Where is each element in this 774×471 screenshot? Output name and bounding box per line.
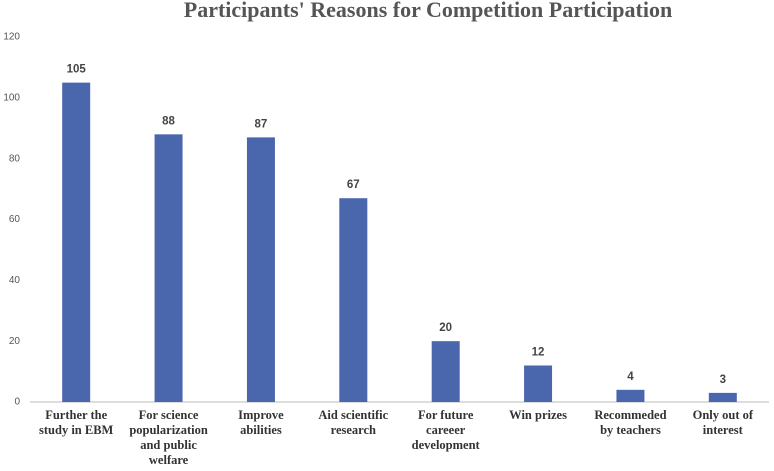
value-label: 105 — [67, 64, 87, 76]
bar — [616, 389, 645, 402]
value-label: 3 — [720, 374, 726, 386]
value-label: 4 — [627, 371, 634, 383]
value-label: 12 — [532, 347, 545, 359]
bar — [708, 392, 737, 402]
y-tick-label: 20 — [9, 336, 21, 347]
chart-title: Participants' Reasons for Competition Pa… — [184, 0, 672, 22]
value-label: 20 — [439, 322, 452, 334]
value-label: 67 — [347, 179, 360, 191]
x-tick-label: Only out of interest — [692, 408, 754, 437]
y-tick-label: 80 — [9, 153, 21, 164]
y-tick-label: 40 — [9, 275, 21, 286]
bar — [246, 137, 275, 402]
x-tick-label: Further the study in EBM — [39, 408, 114, 437]
x-tick-label: Recommeded by teachers — [594, 408, 667, 437]
x-tick-label: For future careeer development — [411, 408, 480, 452]
x-tick-label: Win prizes — [509, 408, 567, 422]
y-tick-label: 120 — [3, 32, 20, 43]
value-label: 87 — [255, 118, 268, 130]
value-label: 88 — [162, 115, 175, 127]
y-tick-label: 0 — [14, 397, 20, 408]
x-tick-label: Aid scientific research — [318, 408, 389, 437]
bar — [62, 82, 91, 402]
x-tick-label: Improve abilities — [238, 408, 284, 437]
bar — [339, 198, 368, 402]
x-tick-label: For science popularization and public we… — [129, 408, 208, 467]
y-tick-label: 60 — [9, 214, 21, 225]
bar — [154, 134, 183, 403]
y-tick-label: 100 — [3, 92, 20, 103]
bar — [431, 341, 460, 402]
bar — [524, 365, 553, 402]
